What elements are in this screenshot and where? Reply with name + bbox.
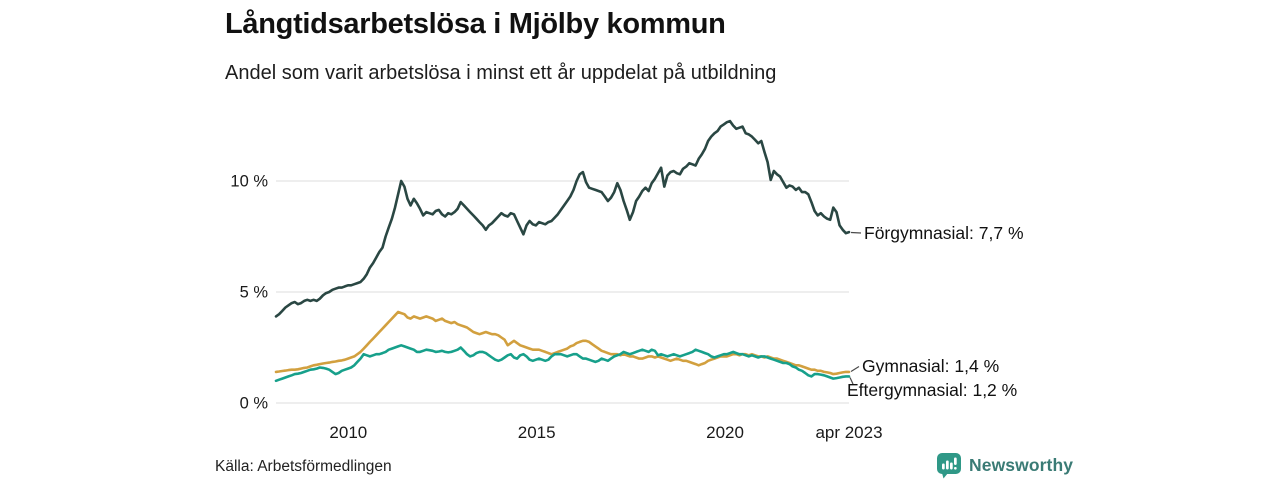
y-tick-label: 0 % [240, 395, 269, 413]
line-forgymnasial [274, 119, 851, 318]
y-tick-label: 5 % [240, 284, 269, 302]
source-note: Källa: Arbetsförmedlingen [215, 458, 392, 475]
series-end-label-eftergymnasial: Eftergymnasial: 1,2 % [847, 380, 1017, 400]
brand-footer: Newsworthy [936, 451, 1073, 479]
series-end-label-gymnasial: Gymnasial: 1,4 % [862, 356, 999, 376]
series-end-label-forgymnasial: Förgymnasial: 7,7 % [864, 223, 1024, 243]
newsworthy-chart-bubble-icon [937, 453, 961, 479]
line-eftergymnasial [274, 343, 851, 383]
x-tick-label: 2015 [518, 423, 556, 442]
line-gymnasial [274, 310, 851, 376]
x-tick-label: 2020 [706, 423, 744, 442]
y-tick-label: 10 % [230, 173, 268, 191]
brand-logo-text: Newsworthy [969, 454, 1074, 475]
chart-title: Långtidsarbetslösa i Mjölby kommun [225, 8, 726, 40]
series-label-connector [850, 365, 860, 373]
series-label-connector [850, 231, 862, 234]
x-tick-label: apr 2023 [815, 423, 882, 442]
series-label-connector [849, 377, 854, 385]
chart-subtitle: Andel som varit arbetslösa i minst ett å… [225, 62, 777, 84]
x-tick-label: 2010 [329, 423, 367, 442]
